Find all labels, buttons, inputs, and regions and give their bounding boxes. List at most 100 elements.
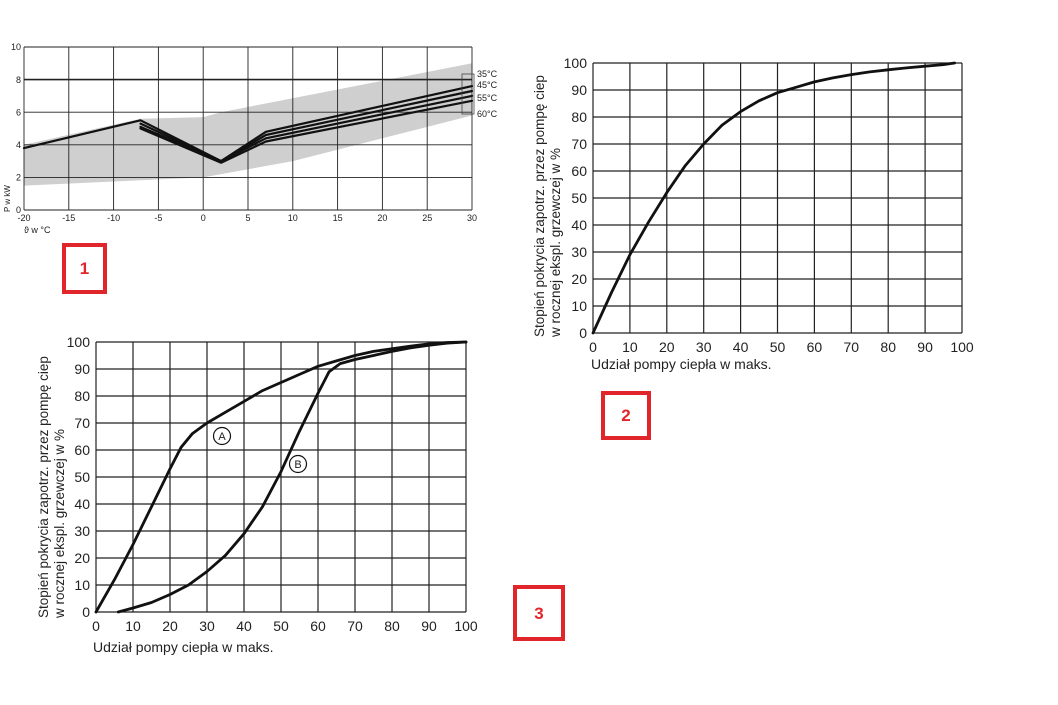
chart-3-series-label-a-text: A	[218, 431, 226, 443]
chart-3-series-line-2	[116, 340, 468, 614]
chart-1-legend-label-60: 60°C	[477, 109, 498, 119]
chart-2-ylabel-line-2: w rocznej ekspl. grzewczej w %	[548, 148, 563, 338]
chart-3-y-tick: 30	[74, 523, 90, 539]
chart-1-xlabel: ϑ w °C	[24, 225, 51, 235]
chart-2-ylabel-line-1: Stopień pokrycia zapotrz. przez pompę ci…	[532, 75, 547, 337]
badge-2-label: 2	[621, 406, 630, 425]
chart-3-ticks: 0 10 20 30 40 50 60 70 80 90 100 0 10 20 30 40 50 60 70 80 9…	[67, 334, 478, 634]
chart-2-x-tick: 50	[770, 339, 786, 355]
chart-1-x-tick: 0	[201, 213, 206, 223]
chart-1-series-line-4	[139, 99, 474, 164]
chart-2-x-tick: 90	[917, 339, 933, 355]
chart-3-y-tick: 20	[74, 550, 90, 566]
chart-1-x-tick: 25	[422, 213, 432, 223]
chart-2-y-tick: 70	[571, 136, 587, 152]
chart-3-series-label-b-text: B	[294, 459, 301, 471]
chart-2-y-tick: 90	[571, 82, 587, 98]
chart-2-y-tick: 40	[571, 217, 587, 233]
badge-3-label: 3	[534, 604, 543, 623]
chart-3-y-tick: 50	[74, 469, 90, 485]
chart-3-series-label-b-circle	[288, 454, 308, 474]
chart-3-y-tick: 10	[74, 577, 90, 593]
chart-2-x-tick: 100	[950, 339, 974, 355]
chart-3-series-label-b: B	[288, 454, 308, 474]
badge-1: 1	[62, 243, 107, 294]
chart-3-y-tick: 70	[74, 415, 90, 431]
chart-2-xlabel: Udział pompy ciepła w maks.	[591, 356, 772, 372]
chart-2-x-tick: 0	[589, 339, 597, 355]
chart-1-series-line-2	[139, 89, 474, 163]
chart-1-y-tick: 10	[11, 42, 21, 52]
chart-1-legend: 35°C 45°C 55°C 60°C	[461, 69, 498, 119]
badge-3-box	[513, 585, 565, 641]
chart-3-grid	[95, 341, 467, 613]
chart-2-y-tick: 10	[571, 298, 587, 314]
chart-3-x-tick: 40	[236, 618, 252, 634]
chart-1-legend-label-55: 55°C	[477, 93, 498, 103]
chart-1-series	[22, 85, 474, 164]
chart-1-x-tick: 15	[333, 213, 343, 223]
chart-1-y-tick: 0	[16, 205, 21, 215]
chart-2: 0 10 20 30 40 50 60 70 80 90 100 0 10 20 30 40 50 60 70 80 9…	[532, 55, 974, 372]
chart-3-y-tick: 80	[74, 388, 90, 404]
chart-3-y-tick: 40	[74, 496, 90, 512]
chart-1-x-tick: -20	[17, 213, 30, 223]
chart-2-ticks: 0 10 20 30 40 50 60 70 80 90 100 0 10 20 30 40 50 60 70 80 9…	[564, 55, 974, 355]
chart-2-y-tick: 80	[571, 109, 587, 125]
chart-1-y-tick: 6	[16, 107, 21, 117]
chart-3-x-tick: 0	[92, 618, 100, 634]
chart-1: -20 -15 -10 -5 0 5 10 15 20 25 30 0 2 4 6 8 10 P w kW ϑ …	[3, 42, 498, 235]
chart-1-ticks: -20 -15 -10 -5 0 5 10 15 20 25 30 0 2 4 6 8 10	[11, 42, 477, 223]
chart-2-series-line-1	[591, 61, 956, 335]
chart-2-x-tick: 20	[659, 339, 675, 355]
chart-3-x-tick: 100	[454, 618, 478, 634]
chart-3-y-tick: 0	[82, 604, 90, 620]
chart-2-y-tick: 60	[571, 163, 587, 179]
chart-2-x-tick: 30	[696, 339, 712, 355]
chart-1-x-tick: 10	[288, 213, 298, 223]
chart-2-series	[591, 61, 956, 335]
chart-2-x-tick: 80	[880, 339, 896, 355]
chart-3-x-tick: 10	[125, 618, 141, 634]
chart-1-y-tick: 2	[16, 173, 21, 183]
chart-1-x-tick: -10	[107, 213, 120, 223]
badge-2: 2	[601, 391, 651, 440]
chart-1-legend-label-35: 35°C	[477, 69, 498, 79]
chart-3-series-label-a: A	[212, 426, 232, 446]
chart-3-series	[94, 340, 468, 614]
chart-2-y-tick: 0	[579, 325, 587, 341]
chart-3-series-label-a-circle	[212, 426, 232, 446]
chart-3-x-tick: 90	[421, 618, 437, 634]
chart-2-x-tick: 70	[844, 339, 860, 355]
chart-1-x-tick: -15	[62, 213, 75, 223]
chart-3-x-tick: 50	[273, 618, 289, 634]
chart-3-y-tick: 100	[67, 334, 91, 350]
chart-2-grid	[592, 62, 963, 334]
chart-2-y-tick: 30	[571, 244, 587, 260]
chart-1-ylabel: P w kW	[3, 185, 12, 212]
chart-1-x-tick: 5	[245, 213, 250, 223]
chart-1-x-tick: -5	[154, 213, 162, 223]
chart-1-y-tick: 8	[16, 75, 21, 85]
chart-1-legend-box	[461, 73, 475, 115]
chart-2-x-tick: 60	[807, 339, 823, 355]
chart-3-x-tick: 30	[199, 618, 215, 634]
chart-3-x-tick: 20	[162, 618, 178, 634]
chart-3-xlabel: Udział pompy ciepła w maks.	[93, 639, 274, 655]
chart-1-series-line-3	[139, 94, 474, 163]
badge-1-label: 1	[80, 259, 89, 278]
chart-3-x-tick: 70	[347, 618, 363, 634]
chart-3: 0 10 20 30 40 50 60 70 80 90 100 0 10 20 30 40 50 60 70 80 9…	[36, 334, 478, 655]
chart-2-y-tick: 50	[571, 190, 587, 206]
chart-3-ylabel-line-2: w rocznej ekspl. grzewczej w %	[52, 429, 67, 619]
chart-2-x-tick: 40	[733, 339, 749, 355]
badge-3: 3	[513, 585, 565, 641]
chart-2-x-tick: 10	[622, 339, 638, 355]
chart-3-x-tick: 60	[310, 618, 326, 634]
chart-3-series-line-1	[94, 340, 468, 614]
chart-1-x-tick: 20	[377, 213, 387, 223]
chart-2-y-tick: 100	[564, 55, 588, 71]
chart-3-ylabel-line-1: Stopień pokrycia zapotrz. przez pompę ci…	[36, 356, 51, 618]
chart-3-y-tick: 60	[74, 442, 90, 458]
